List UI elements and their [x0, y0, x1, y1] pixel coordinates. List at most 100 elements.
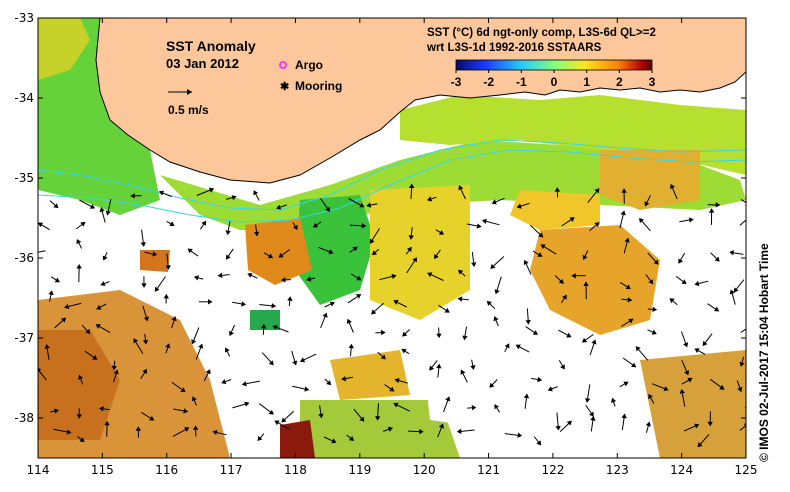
current-vector-head [645, 421, 651, 427]
current-vector-head [591, 339, 597, 345]
anomaly-patch-mid-yellow [510, 190, 600, 230]
colorbar-tick-label: 3 [649, 75, 656, 89]
current-vector-head [571, 273, 576, 279]
current-vector-head [100, 281, 106, 287]
current-vector-head [257, 435, 263, 442]
current-vector-head [493, 316, 499, 322]
current-vector-head [538, 232, 544, 238]
current-vector-head [702, 340, 708, 347]
x-axis: 114 115 116 117 118 119 120 121 122 123 124 125 [27, 18, 758, 477]
current-vector-head [669, 298, 675, 304]
current-vector-head [208, 187, 215, 193]
current-vector-head [748, 215, 752, 218]
current-vector-head [635, 346, 641, 352]
colorbar-tick-label: -3 [451, 75, 462, 89]
current-vector-head [438, 423, 444, 429]
current-vector-head [241, 301, 246, 307]
anomaly-patch-southeast [640, 350, 746, 458]
anomaly-patch-green-south [250, 310, 280, 330]
current-vector-head [458, 185, 464, 191]
current-vector-head [171, 316, 177, 322]
current-vector-head [271, 303, 277, 309]
current-vector-head [346, 318, 352, 324]
current-vector-head [687, 377, 693, 383]
current-vector-head [313, 222, 319, 228]
current-vector-head [60, 317, 67, 323]
current-vector-head [221, 379, 227, 385]
current-vector-head [102, 255, 108, 261]
current-vector-head [225, 254, 231, 260]
current-vector-head [99, 207, 105, 213]
current-vector-head [504, 343, 510, 349]
current-vector-head [169, 221, 175, 227]
x-tick-label: 125 [735, 463, 758, 477]
anomaly-patch-south-green [300, 400, 460, 458]
current-vector-head [191, 339, 197, 345]
current-vector-head [280, 277, 286, 283]
x-tick-label: 120 [413, 463, 436, 477]
current-vector-head [490, 263, 496, 269]
current-vector-head [394, 377, 400, 384]
marker-legend: Argo ✱ Mooring [279, 58, 342, 93]
current-vector-head [540, 244, 546, 250]
current-vector-head [76, 264, 82, 269]
y-tick-label: -38 [14, 411, 34, 425]
current-vector-head [481, 218, 487, 224]
current-vector-head [663, 386, 669, 392]
current-vector-head [489, 382, 495, 388]
current-vector-head [402, 331, 408, 337]
current-vector-head [739, 361, 745, 367]
current-vector-head [445, 396, 451, 402]
current-vector-head [44, 343, 50, 349]
current-vector-head [371, 309, 377, 315]
current-vector-head [142, 339, 149, 345]
current-vector-head [272, 324, 278, 331]
current-vector-head [268, 360, 274, 366]
current-vector-head [471, 405, 477, 411]
current-vector-head [648, 279, 654, 285]
current-vector-head [53, 203, 59, 209]
current-vector-head [426, 196, 433, 202]
current-vector-head [621, 188, 627, 193]
current-vector-head [729, 289, 735, 295]
current-vector-head [419, 428, 424, 435]
current-vector-head [624, 237, 630, 243]
current-vector-head [105, 210, 111, 216]
current-vector-head [560, 364, 565, 370]
colorbar-tick-label: -1 [516, 75, 527, 89]
anomaly-patch-south-red [280, 420, 315, 458]
current-vector-head [375, 416, 381, 421]
colorbar-ticks: -3 -2 -1 0 1 2 3 [451, 70, 656, 89]
velocity-scale-label: 0.5 m/s [168, 103, 209, 117]
current-vector-head [241, 381, 247, 387]
current-vector-head [292, 360, 298, 366]
current-vector-head [85, 328, 91, 334]
current-vector-head [438, 230, 445, 235]
current-vector-head [165, 343, 171, 349]
current-vector-head [287, 296, 293, 301]
current-vector-head [427, 272, 433, 278]
current-vector-head [429, 365, 435, 371]
current-vector-head [267, 253, 274, 259]
current-vector-head [457, 296, 463, 302]
current-vector-head [537, 376, 543, 383]
current-vector-head [229, 331, 234, 337]
current-vector-head [192, 425, 199, 430]
current-vector-head [697, 442, 703, 448]
current-vector-head [54, 408, 59, 414]
current-vector-head [456, 428, 462, 435]
current-vector-head [104, 420, 110, 426]
current-vector-head [694, 348, 700, 354]
current-vector-head [393, 402, 399, 408]
current-vector-head [648, 393, 653, 400]
current-vector-head [331, 438, 337, 444]
current-vector-head [183, 408, 189, 414]
current-vector-head [684, 370, 689, 376]
current-vector-head [380, 329, 386, 336]
current-vector-head [184, 427, 190, 432]
current-vector-head [78, 374, 84, 380]
current-vector-head [352, 246, 358, 252]
velocity-scale-arrowhead-icon [187, 89, 192, 95]
x-tick-label: 121 [477, 463, 500, 477]
x-tick-label: 116 [155, 463, 178, 477]
